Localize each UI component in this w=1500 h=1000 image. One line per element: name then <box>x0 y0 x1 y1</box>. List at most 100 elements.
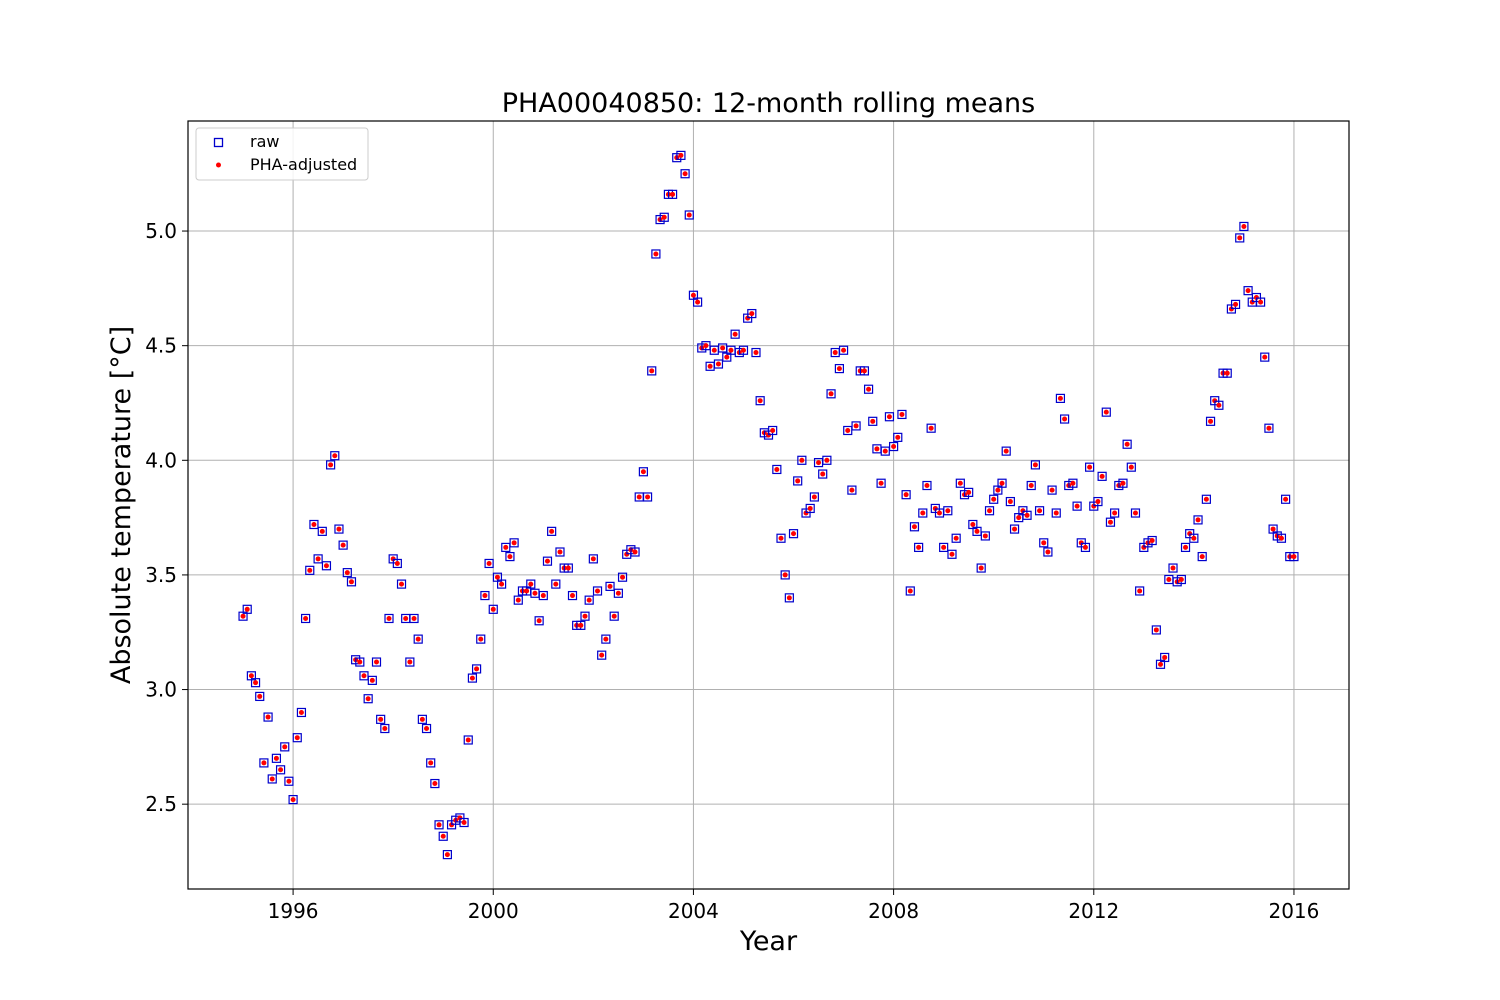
adjusted-point <box>978 565 984 571</box>
adjusted-point <box>936 510 942 516</box>
adjusted-point <box>1178 577 1184 583</box>
adjusted-point <box>987 508 993 514</box>
adjusted-point <box>503 544 509 550</box>
adjusted-point <box>540 593 546 599</box>
raw-point <box>1147 535 1157 546</box>
adjusted-point <box>1283 496 1289 502</box>
raw-point <box>659 212 669 222</box>
raw-point <box>326 460 336 470</box>
adjusted-point <box>661 214 667 220</box>
adjusted-point <box>878 480 884 486</box>
adjusted-point <box>653 251 659 257</box>
raw-point <box>267 774 277 784</box>
raw-point <box>334 524 344 534</box>
raw-point <box>384 613 394 624</box>
raw-point <box>1222 368 1232 378</box>
raw-point <box>713 359 724 369</box>
adjusted-point <box>1291 554 1297 560</box>
raw-point <box>292 733 302 743</box>
adjusted-point <box>1082 544 1088 550</box>
raw-point <box>355 657 365 667</box>
adjusted-point <box>415 636 421 642</box>
grid-lines <box>188 121 1349 889</box>
adjusted-point <box>273 755 279 761</box>
adjusted-point <box>1124 441 1130 447</box>
adjusted-point <box>549 528 555 534</box>
raw-point <box>826 389 836 399</box>
raw-point <box>838 345 849 355</box>
raw-point <box>939 542 949 553</box>
adjusted-point <box>861 368 867 374</box>
raw-point <box>597 650 607 660</box>
adjusted-point <box>903 492 909 498</box>
adjusted-point <box>357 659 363 665</box>
adjusted-point <box>836 366 842 372</box>
raw-point <box>1009 524 1020 534</box>
raw-point <box>909 522 920 532</box>
adjusted-point <box>895 434 901 440</box>
raw-point <box>876 478 886 488</box>
adjusted-point <box>261 760 267 766</box>
raw-point <box>1201 494 1211 504</box>
raw-point <box>889 441 899 452</box>
adjusted-point <box>565 565 571 571</box>
x-axis-label: Year <box>739 926 798 957</box>
adjusted-point <box>1153 627 1159 633</box>
raw-point <box>242 604 252 614</box>
x-tick-label: 2008 <box>868 899 919 923</box>
x-tick-label: 2004 <box>668 899 719 923</box>
adjusted-point <box>419 716 425 722</box>
raw-point <box>396 579 407 589</box>
adjusted-point <box>332 453 338 459</box>
adjusted-point <box>953 535 959 541</box>
raw-point <box>780 570 790 580</box>
adjusted-point <box>807 505 813 511</box>
legend-box <box>195 127 369 181</box>
raw-point <box>884 412 895 422</box>
adjusted-point <box>298 709 304 715</box>
adjusted-point <box>874 446 880 452</box>
adjusted-point <box>1012 526 1018 532</box>
adjusted-point <box>311 521 317 527</box>
x-tick-label: 2016 <box>1268 899 1319 923</box>
adjusted-point <box>703 343 709 349</box>
raw-point <box>601 634 611 644</box>
adjusted-point <box>1216 402 1222 408</box>
chart-title: PHA00040850: 12-month rolling means <box>502 88 1035 119</box>
x-tick-label: 2012 <box>1068 899 1119 923</box>
raw-point <box>805 503 815 514</box>
raw-point <box>893 432 903 442</box>
adjusted-point <box>444 852 450 858</box>
raw-point <box>851 421 861 431</box>
adjusted-point <box>882 448 888 454</box>
raw-point <box>1235 233 1245 243</box>
raw-point <box>534 616 544 626</box>
raw-point <box>1001 446 1011 456</box>
adjusted-point <box>603 636 609 642</box>
raw-point <box>976 563 986 573</box>
adjusted-point <box>682 171 688 177</box>
raw-point <box>1122 439 1132 449</box>
raw-point <box>788 529 799 539</box>
raw-point <box>1101 407 1111 417</box>
raw-point <box>576 620 586 630</box>
data-points <box>238 150 1299 860</box>
adjusted-point <box>490 606 496 612</box>
adjusted-point <box>340 542 346 548</box>
raw-point <box>926 423 936 433</box>
adjusted-point <box>640 469 646 475</box>
raw-point <box>859 366 870 376</box>
adjusted-point <box>828 391 834 397</box>
raw-point <box>413 634 423 644</box>
adjusted-point <box>528 581 534 587</box>
adjusted-point <box>816 460 822 466</box>
adjusted-point <box>957 480 963 486</box>
adjusted-point <box>866 386 872 392</box>
raw-point <box>997 478 1007 488</box>
adjusted-point <box>615 590 621 596</box>
raw-point <box>1080 542 1091 553</box>
raw-point <box>471 664 482 674</box>
raw-point <box>630 547 640 557</box>
raw-point <box>547 526 557 536</box>
raw-point <box>680 169 690 179</box>
